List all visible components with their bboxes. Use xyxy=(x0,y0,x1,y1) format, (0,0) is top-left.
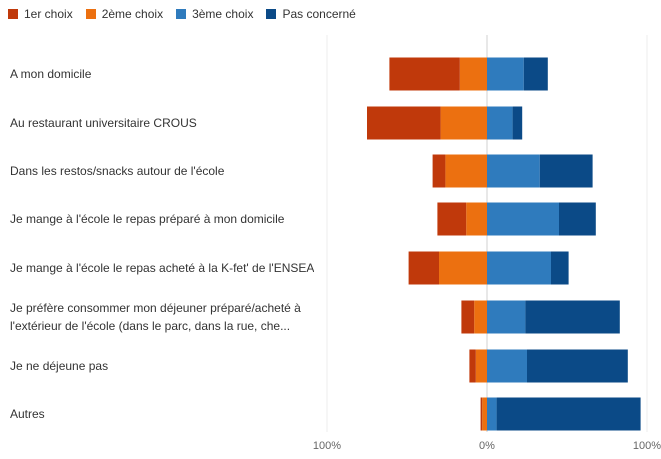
bar-8-series-2 xyxy=(482,397,487,431)
x-tick-label: 100% xyxy=(632,440,661,452)
category-label: A mon domicile xyxy=(10,67,92,81)
legend-item-1: 1er choix xyxy=(8,7,73,21)
bar-1-series-1 xyxy=(389,57,460,91)
legend-swatch xyxy=(85,9,96,19)
bar-1-series-2 xyxy=(459,57,487,91)
legend-swatch xyxy=(176,9,187,19)
bar-3-series-4 xyxy=(539,154,593,188)
legend-swatch xyxy=(8,9,18,19)
bar-3-series-2 xyxy=(445,154,487,188)
bar-1-series-4 xyxy=(523,57,548,91)
legend-label: 1er choix xyxy=(24,7,73,21)
bar-4-series-3 xyxy=(487,202,559,236)
legend-item-3: 3ème choix xyxy=(176,7,253,21)
bar-4-series-1 xyxy=(437,202,467,236)
category-label: Je ne déjeune pas xyxy=(10,359,109,373)
chart-legend: 1er choix 2ème choix 3ème choix Pas concern… xyxy=(8,5,369,23)
bar-8-series-4 xyxy=(496,397,641,431)
bar-7-series-2 xyxy=(475,349,487,383)
x-tick-label: 100% xyxy=(312,440,342,452)
bar-2-series-4 xyxy=(512,106,523,140)
category-label: Au restaurant universitaire CROUS xyxy=(10,116,197,130)
legend-item-4: Pas concerné xyxy=(266,7,356,21)
legend-label: 3ème choix xyxy=(192,7,254,21)
bar-2-series-2 xyxy=(440,106,487,140)
bar-8-series-3 xyxy=(487,397,497,431)
bar-5-series-1 xyxy=(408,251,439,285)
legend-label: 2ème choix xyxy=(101,7,164,21)
bar-1-series-3 xyxy=(487,57,524,91)
bar-7-series-4 xyxy=(527,349,628,383)
category-label: Dans les restos/snacks autour de l'école xyxy=(10,164,225,178)
bar-4-series-4 xyxy=(559,202,596,236)
bar-4-series-2 xyxy=(466,202,487,236)
bar-6-series-3 xyxy=(487,300,526,334)
bar-8-series-1 xyxy=(480,397,483,431)
bar-6-series-2 xyxy=(474,300,487,334)
bar-7-series-1 xyxy=(469,349,476,383)
legend-swatch xyxy=(266,9,277,19)
bar-5-series-4 xyxy=(551,251,569,285)
category-label: Autres xyxy=(10,407,45,421)
legend-label: Pas concerné xyxy=(282,7,356,21)
category-label: Je mange à l'école le repas préparé à mo… xyxy=(10,212,285,226)
category-label: Je préfère consommer mon déjeuner prépar… xyxy=(10,301,301,333)
bar-5-series-3 xyxy=(487,251,551,285)
legend-item-2: 2ème choix xyxy=(85,7,164,21)
x-tick-label: 0% xyxy=(479,440,495,452)
bar-3-series-1 xyxy=(432,154,446,188)
bar-2-series-1 xyxy=(367,106,441,140)
bar-6-series-1 xyxy=(461,300,475,334)
bar-2-series-3 xyxy=(487,106,513,140)
bar-3-series-3 xyxy=(487,154,540,188)
bar-7-series-3 xyxy=(487,349,527,383)
bar-5-series-2 xyxy=(439,251,487,285)
category-label: Je mange à l'école le repas acheté à la … xyxy=(10,261,315,275)
bar-6-series-4 xyxy=(525,300,620,334)
